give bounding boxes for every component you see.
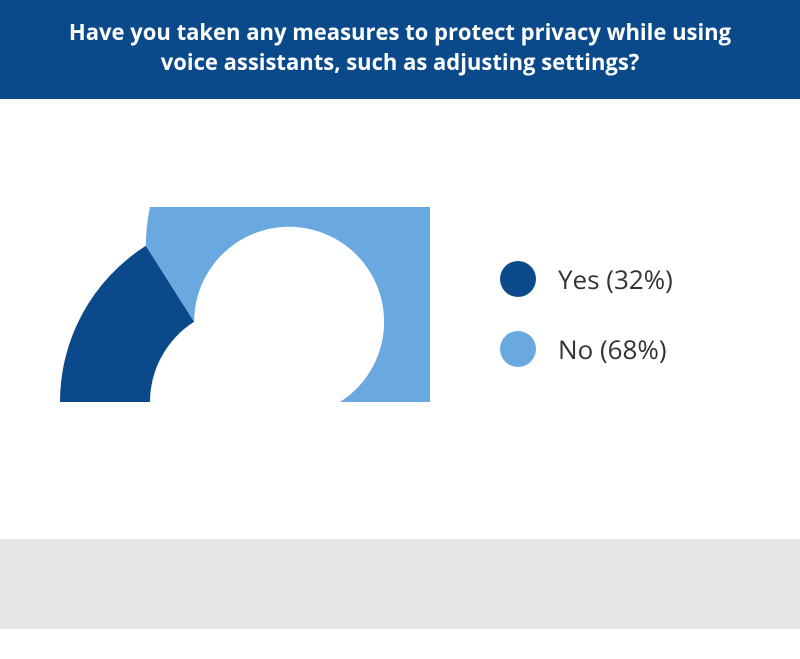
legend-label-no: No (68%)	[558, 331, 667, 367]
chart-content: Yes (32%) No (68%)	[0, 99, 800, 539]
legend-swatch-no	[500, 331, 536, 367]
question-title: Have you taken any measures to protect p…	[69, 17, 731, 77]
half-donut-chart	[60, 207, 430, 422]
chart-legend: Yes (32%) No (68%)	[430, 261, 750, 367]
footer-bar	[0, 539, 800, 629]
legend-swatch-yes	[500, 261, 536, 297]
legend-item-no: No (68%)	[500, 331, 750, 367]
slice-no	[146, 207, 430, 402]
chart-svg	[60, 207, 430, 417]
legend-item-yes: Yes (32%)	[500, 261, 750, 297]
legend-label-yes: Yes (32%)	[558, 261, 673, 297]
question-header: Have you taken any measures to protect p…	[0, 0, 800, 99]
